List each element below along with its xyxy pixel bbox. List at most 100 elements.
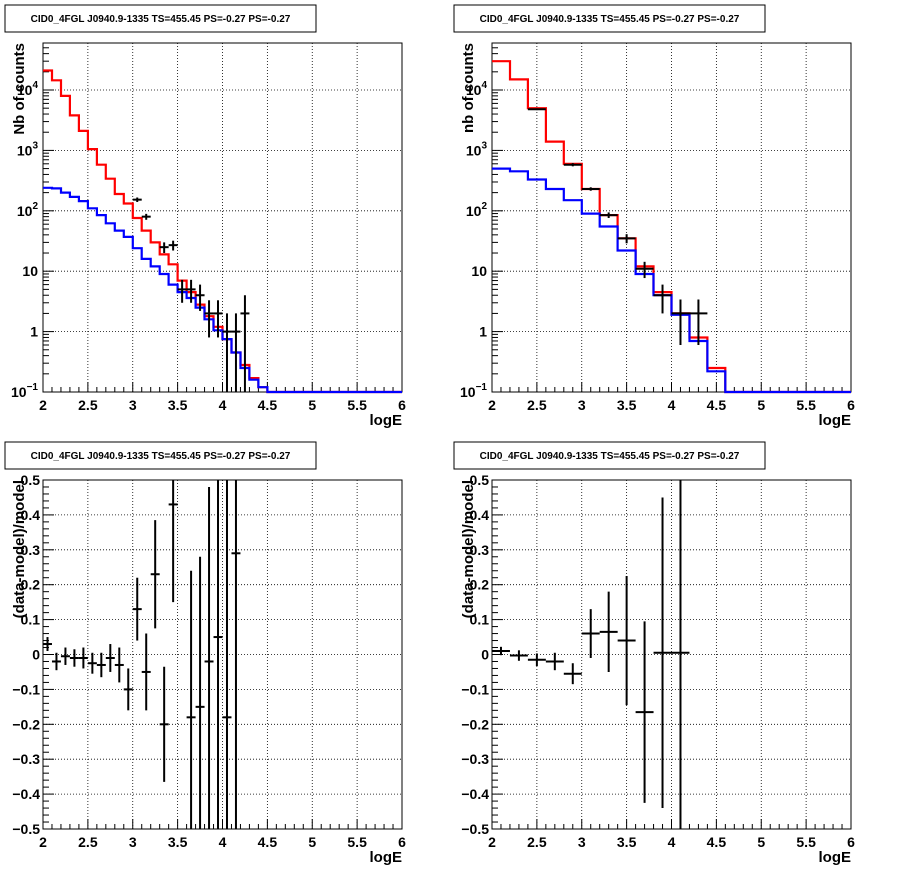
chart-title: CID0_4FGL J0940.9-1335 TS=455.45 PS=-0.2… <box>480 451 740 462</box>
y-tick-exponent: −1 <box>27 382 39 393</box>
x-tick-label: 4 <box>668 397 676 413</box>
y-tick-label: 10−1 <box>11 382 38 400</box>
title-box <box>453 441 766 470</box>
panel-residuals-coarse: CID0_4FGL J0940.9-1335 TS=455.45 PS=-0.2… <box>449 437 898 874</box>
y-tick-label: 0.1 <box>21 612 41 628</box>
y-tick-label: −0.3 <box>461 751 489 767</box>
title-box <box>453 4 766 33</box>
x-tick-label: 5 <box>757 397 765 413</box>
y-tick-label: 0 <box>481 647 489 663</box>
x-tick-label: 6 <box>847 397 855 413</box>
x-tick-label: 3.5 <box>617 397 637 413</box>
y-tick-base: 10 <box>17 203 33 219</box>
x-tick-label: 5.5 <box>796 834 816 850</box>
y-tick-base: 10 <box>17 82 33 98</box>
x-tick-label: 2.5 <box>527 834 547 850</box>
y-tick-label: 0.1 <box>470 612 490 628</box>
y-tick-label: 10 <box>22 263 38 279</box>
x-tick-label: 3 <box>578 834 586 850</box>
y-tick-label: 10 <box>471 263 487 279</box>
x-axis-label: logE <box>819 412 852 429</box>
x-tick-label: 6 <box>398 397 406 413</box>
y-tick-exponent: 4 <box>481 80 487 91</box>
y-tick-label: 0.2 <box>470 577 490 593</box>
x-tick-label: 4 <box>219 397 227 413</box>
y-tick-label: 104 <box>17 80 39 98</box>
x-tick-label: 3 <box>129 834 137 850</box>
x-tick-label: 4.5 <box>707 397 727 413</box>
y-tick-label: 1 <box>479 324 487 340</box>
y-tick-exponent: 3 <box>481 140 487 151</box>
x-tick-label: 5.5 <box>347 397 367 413</box>
chart-title: CID0_4FGL J0940.9-1335 TS=455.45 PS=-0.2… <box>31 14 291 25</box>
y-tick-label: −0.1 <box>12 681 40 697</box>
x-tick-label: 4.5 <box>707 834 727 850</box>
y-tick-exponent: 3 <box>32 140 38 151</box>
y-tick-label: 1 <box>30 324 38 340</box>
x-tick-label: 2 <box>39 834 47 850</box>
x-tick-label: 2.5 <box>78 834 98 850</box>
y-tick-label: 104 <box>466 80 488 98</box>
x-tick-label: 2.5 <box>527 397 547 413</box>
y-tick-label: 0 <box>32 647 40 663</box>
y-tick-label: −0.2 <box>12 716 40 732</box>
x-axis-label: logE <box>370 849 403 866</box>
y-tick-label: 0.4 <box>21 507 41 523</box>
y-axis-label: nb of counts <box>460 43 477 133</box>
y-tick-base: 10 <box>466 203 482 219</box>
y-tick-label: 102 <box>17 201 39 219</box>
y-tick-label: 102 <box>466 201 488 219</box>
y-tick-label: 103 <box>17 140 39 158</box>
y-tick-label: −0.1 <box>461 681 489 697</box>
x-tick-label: 2 <box>488 834 496 850</box>
x-tick-label: 4.5 <box>258 834 278 850</box>
x-tick-label: 5.5 <box>347 834 367 850</box>
chart-0: CID0_4FGL J0940.9-1335 TS=455.45 PS=-0.2… <box>4 4 406 429</box>
y-tick-label: 0.2 <box>21 577 41 593</box>
x-tick-label: 5 <box>308 397 316 413</box>
y-tick-exponent: 4 <box>32 80 38 91</box>
x-tick-label: 3.5 <box>168 397 188 413</box>
x-tick-label: 4.5 <box>258 397 278 413</box>
y-tick-label: −0.2 <box>461 716 489 732</box>
title-box <box>4 441 317 470</box>
x-axis-label: logE <box>370 412 403 429</box>
y-tick-label: 0.5 <box>21 472 41 488</box>
x-tick-label: 5.5 <box>796 397 816 413</box>
y-tick-label: 0.5 <box>470 472 490 488</box>
y-tick-label: 0.3 <box>470 542 490 558</box>
panel-counts-fine: CID0_4FGL J0940.9-1335 TS=455.45 PS=-0.2… <box>0 0 449 437</box>
chart-3: CID0_4FGL J0940.9-1335 TS=455.45 PS=-0.2… <box>453 441 855 866</box>
y-tick-base: 10 <box>11 384 27 400</box>
x-tick-label: 6 <box>847 834 855 850</box>
x-tick-label: 2 <box>39 397 47 413</box>
y-tick-base: 10 <box>466 142 482 158</box>
y-tick-base: 10 <box>466 82 482 98</box>
x-tick-label: 3 <box>129 397 137 413</box>
y-tick-label: −0.5 <box>12 821 40 837</box>
title-box <box>4 4 317 33</box>
y-tick-label: −0.4 <box>461 786 489 802</box>
x-tick-label: 3 <box>578 397 586 413</box>
x-tick-label: 4 <box>668 834 676 850</box>
x-tick-label: 4 <box>219 834 227 850</box>
panel-counts-coarse: CID0_4FGL J0940.9-1335 TS=455.45 PS=-0.2… <box>449 0 898 437</box>
x-tick-label: 2.5 <box>78 397 98 413</box>
chart-2: CID0_4FGL J0940.9-1335 TS=455.45 PS=-0.2… <box>4 441 406 866</box>
y-tick-exponent: 2 <box>481 201 487 212</box>
y-tick-exponent: −1 <box>476 382 488 393</box>
x-tick-label: 3.5 <box>617 834 637 850</box>
y-axis-label: Nb of counts <box>11 43 28 135</box>
x-tick-label: 6 <box>398 834 406 850</box>
y-axis-label: (data-model)/model <box>460 480 477 618</box>
x-tick-label: 5 <box>757 834 765 850</box>
y-tick-label: 103 <box>466 140 488 158</box>
y-tick-label: 10−1 <box>460 382 487 400</box>
y-tick-label: −0.4 <box>12 786 40 802</box>
y-tick-label: −0.5 <box>461 821 489 837</box>
x-tick-label: 3.5 <box>168 834 188 850</box>
y-tick-label: −0.3 <box>12 751 40 767</box>
chart-1: CID0_4FGL J0940.9-1335 TS=455.45 PS=-0.2… <box>453 4 855 429</box>
chart-title: CID0_4FGL J0940.9-1335 TS=455.45 PS=-0.2… <box>31 451 291 462</box>
y-tick-exponent: 2 <box>32 201 38 212</box>
